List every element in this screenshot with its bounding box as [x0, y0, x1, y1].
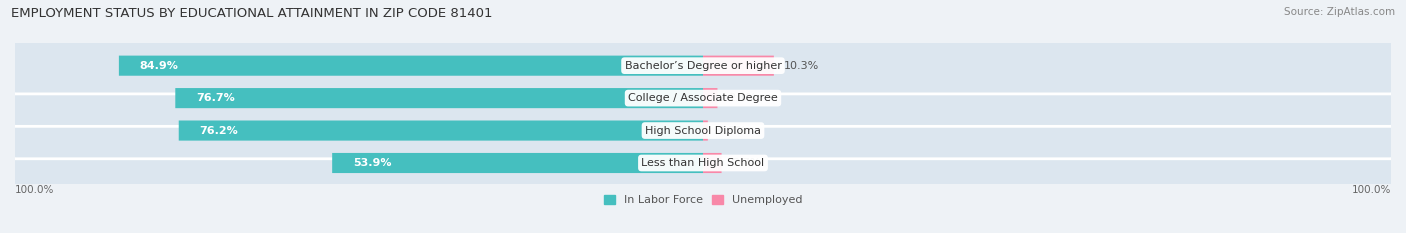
Text: High School Diploma: High School Diploma — [645, 126, 761, 136]
FancyBboxPatch shape — [179, 120, 703, 140]
Text: Source: ZipAtlas.com: Source: ZipAtlas.com — [1284, 7, 1395, 17]
Text: 100.0%: 100.0% — [15, 185, 55, 195]
Legend: In Labor Force, Unemployed: In Labor Force, Unemployed — [599, 191, 807, 209]
Text: EMPLOYMENT STATUS BY EDUCATIONAL ATTAINMENT IN ZIP CODE 81401: EMPLOYMENT STATUS BY EDUCATIONAL ATTAINM… — [11, 7, 492, 20]
Text: 0.7%: 0.7% — [718, 126, 747, 136]
Text: 2.1%: 2.1% — [728, 93, 756, 103]
Text: 76.2%: 76.2% — [200, 126, 238, 136]
Text: 100.0%: 100.0% — [1351, 185, 1391, 195]
FancyBboxPatch shape — [176, 88, 703, 108]
FancyBboxPatch shape — [11, 102, 1395, 159]
FancyBboxPatch shape — [703, 153, 721, 173]
Text: 76.7%: 76.7% — [195, 93, 235, 103]
Text: College / Associate Degree: College / Associate Degree — [628, 93, 778, 103]
Text: 53.9%: 53.9% — [353, 158, 391, 168]
FancyBboxPatch shape — [11, 70, 1395, 126]
Text: Less than High School: Less than High School — [641, 158, 765, 168]
FancyBboxPatch shape — [703, 88, 717, 108]
Text: 84.9%: 84.9% — [139, 61, 179, 71]
FancyBboxPatch shape — [703, 120, 707, 140]
FancyBboxPatch shape — [120, 56, 703, 76]
FancyBboxPatch shape — [11, 135, 1395, 191]
Text: 2.7%: 2.7% — [733, 158, 761, 168]
FancyBboxPatch shape — [703, 56, 773, 76]
FancyBboxPatch shape — [11, 38, 1395, 94]
FancyBboxPatch shape — [332, 153, 703, 173]
Text: 10.3%: 10.3% — [785, 61, 820, 71]
Text: Bachelor’s Degree or higher: Bachelor’s Degree or higher — [624, 61, 782, 71]
